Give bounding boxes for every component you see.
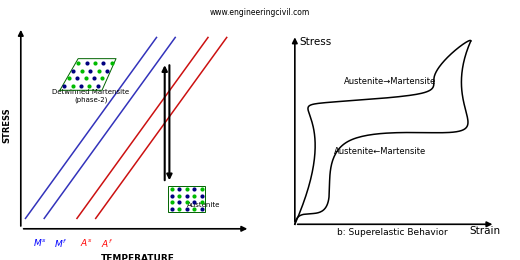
Bar [168,186,205,212]
Text: Strain: Strain [469,226,500,236]
Text: Detwinned Martensite
(phase-2): Detwinned Martensite (phase-2) [53,89,129,103]
Text: Austenite→Martensite: Austenite→Martensite [344,77,436,86]
Text: b: Superelastic Behavior: b: Superelastic Behavior [337,228,448,237]
Text: $A^s$: $A^s$ [80,237,93,248]
Text: www.engineeringcivil.com: www.engineeringcivil.com [210,8,310,17]
Text: Austenite←Martensite: Austenite←Martensite [334,147,426,156]
Text: STRESS: STRESS [2,107,11,143]
Text: $A^f$: $A^f$ [101,237,113,250]
Text: $M^s$: $M^s$ [33,237,46,248]
Text: Austenite: Austenite [187,202,220,208]
Text: TEMPERATURE: TEMPERATURE [101,254,175,260]
Text: Stress: Stress [300,37,332,47]
Text: $M^f$: $M^f$ [54,237,67,250]
